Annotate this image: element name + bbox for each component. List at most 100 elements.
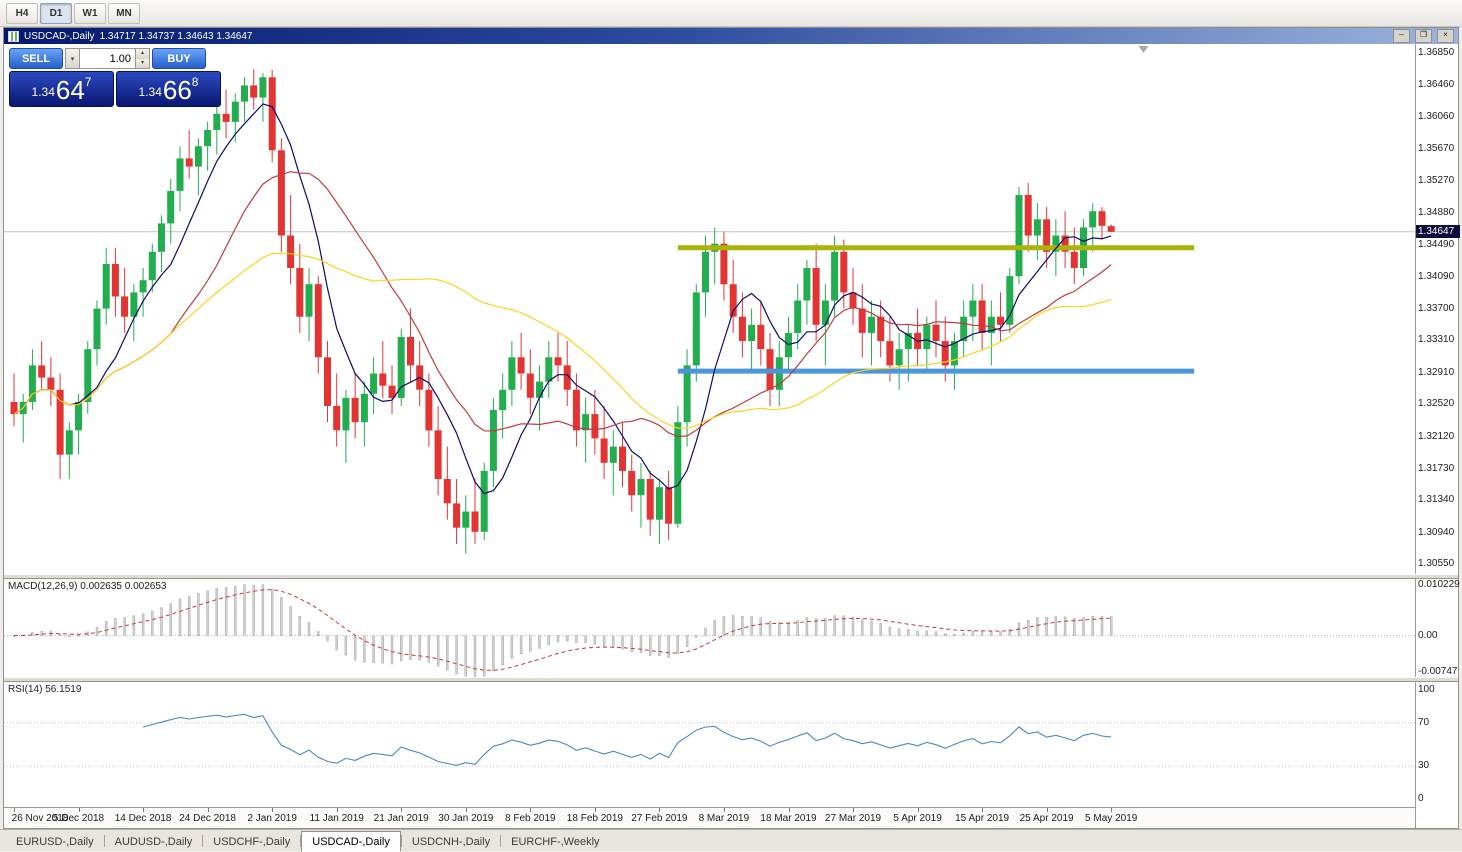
scale-label: 1.30940 (1418, 526, 1455, 538)
time-tick (917, 808, 919, 812)
chart-content: SELL ▾ ▴ ▾ BUY 1.34 64 7 (4, 44, 1460, 828)
rsi-chart[interactable] (4, 682, 1415, 807)
rsi-label: RSI(14) 56.1519 (8, 684, 82, 695)
tab-eurusd-daily[interactable]: EURUSD-,Daily (16, 835, 94, 848)
tab-usdcnh-daily[interactable]: USDCNH-,Daily (411, 835, 491, 848)
time-label: 18 Feb 2019 (566, 813, 623, 824)
tab-divider (300, 835, 302, 847)
chart-tab-bar: EURUSD-,Daily AUDUSD-,Daily USDCHF-,Daily U… (0, 829, 1462, 852)
ma-fast-line (13, 103, 1112, 495)
scale-label: 1.36460 (1418, 78, 1455, 90)
time-tick (336, 808, 338, 812)
time-tick (594, 808, 596, 812)
time-tick (659, 808, 661, 812)
scale-label: 1.33310 (1418, 334, 1455, 346)
time-label: 27 Mar 2019 (824, 813, 882, 824)
scale-label: 1.31340 (1418, 494, 1455, 506)
panel-splitter[interactable] (4, 574, 1458, 579)
time-label: 25 Apr 2019 (1019, 813, 1074, 824)
time-tick (207, 808, 209, 812)
time-label: 30 Jan 2019 (438, 813, 494, 824)
time-tick (723, 808, 725, 812)
tab-eurchf-weekly[interactable]: EURCHF-,Weekly (511, 835, 600, 848)
ma-mid-line (13, 171, 1112, 438)
time-label: 18 Mar 2019 (760, 813, 817, 824)
tab-audusd-daily[interactable]: AUDUSD-,Daily (114, 835, 193, 848)
time-label: 2 Jan 2019 (247, 813, 297, 824)
tab-divider (202, 835, 204, 847)
time-tick (401, 808, 403, 812)
close-button[interactable]: × (1437, 29, 1454, 43)
buy-price-main: 1.34 (138, 85, 162, 99)
price-scale[interactable]: 1.34647 1.36850 1.36460 1.36060 1.35670 1.35… (1415, 44, 1460, 828)
scale-label: 1.32910 (1418, 366, 1455, 378)
timeframe-toolbar: H4 D1 W1 MN (0, 0, 1462, 27)
scale-label: 1.36060 (1418, 111, 1455, 122)
volume-down-icon[interactable]: ▾ (136, 58, 149, 68)
time-tick (272, 808, 274, 812)
scale-label: 1.30550 (1418, 558, 1455, 570)
tab-usdcad-daily[interactable]: USDCAD-,Daily (301, 831, 401, 852)
ma-slow-line (13, 252, 1112, 429)
time-label: 14 Dec 2018 (114, 813, 172, 824)
scale-label: 1.32520 (1418, 398, 1455, 410)
timeframe-button-w1[interactable]: W1 (74, 2, 106, 24)
time-tick (788, 808, 790, 812)
buy-price-big: 66 (162, 75, 192, 105)
buy-price-button[interactable]: 1.34 66 8 (116, 71, 221, 107)
tab-divider (103, 835, 105, 847)
buy-button[interactable]: BUY (152, 48, 206, 69)
scale-label: 1.34090 (1418, 270, 1455, 282)
volume-input[interactable] (80, 48, 136, 69)
chart-title-ohlc: 1.34717 1.34737 1.34643 1.34647 (99, 30, 253, 42)
time-label: 5 May 2019 (1085, 813, 1138, 824)
scale-label: 30 (1418, 760, 1430, 772)
volume-dropdown-icon[interactable]: ▾ (65, 48, 80, 69)
time-label: 21 Jan 2019 (373, 813, 429, 824)
time-label: 5 Dec 2018 (52, 813, 105, 824)
chart-titlebar[interactable]: USDCAD-,Daily 1.34717 1.34737 1.34643 1.… (4, 28, 1458, 44)
restore-button[interactable]: ❐ (1415, 29, 1432, 43)
time-tick (143, 808, 145, 812)
timeframe-button-h4[interactable]: H4 (6, 2, 38, 24)
scale-label: 1.35670 (1418, 142, 1455, 154)
time-tick (530, 808, 532, 812)
one-click-trading-panel: SELL ▾ ▴ ▾ BUY 1.34 64 7 (9, 48, 221, 107)
tab-divider (500, 835, 502, 847)
time-tick (853, 808, 854, 812)
panel-splitter[interactable] (4, 677, 1458, 682)
scale-label: 1.33700 (1418, 302, 1455, 314)
scale-label: 1.31730 (1418, 462, 1455, 474)
time-label: 15 Apr 2019 (955, 813, 1010, 824)
time-axis[interactable]: 26 Nov 2018 5 Dec 2018 14 Dec 2018 24 Dec 2… (4, 807, 1415, 828)
scale-label: 100 (1418, 684, 1435, 695)
tab-divider (400, 835, 402, 847)
chart-window: USDCAD-,Daily 1.34717 1.34737 1.34643 1.… (3, 27, 1460, 829)
macd-panel[interactable]: MACD(12,26,9) 0.002635 0.002653 (4, 579, 1415, 677)
tab-usdchf-daily[interactable]: USDCHF-,Daily (213, 835, 291, 848)
scale-label: 1.36850 (1418, 46, 1455, 58)
volume-up-icon[interactable]: ▴ (136, 49, 149, 59)
timeframe-button-d1[interactable]: D1 (40, 2, 72, 24)
timeframe-buttons: H4 D1 W1 MN (6, 2, 140, 24)
bid-price-tag: 1.34647 (1416, 224, 1460, 238)
scale-label: 0.010229 (1418, 579, 1460, 590)
time-tick (78, 808, 80, 812)
sell-price-button[interactable]: 1.34 64 7 (9, 71, 114, 107)
time-tick (1046, 808, 1048, 812)
sell-button[interactable]: SELL (9, 48, 63, 69)
timeframe-button-mn[interactable]: MN (108, 2, 140, 24)
time-tick (1111, 808, 1113, 812)
rsi-panel[interactable]: RSI(14) 56.1519 (4, 682, 1415, 807)
scale-label: 1.34880 (1418, 206, 1455, 218)
chart-shift-marker-icon[interactable] (1138, 46, 1149, 53)
time-label: 8 Mar 2019 (698, 813, 750, 824)
minimize-button[interactable]: – (1393, 29, 1410, 43)
macd-chart[interactable] (4, 579, 1415, 677)
main-price-panel[interactable]: SELL ▾ ▴ ▾ BUY 1.34 64 7 (4, 44, 1415, 574)
scale-label: 70 (1418, 716, 1430, 728)
time-label: 27 Feb 2019 (631, 813, 688, 824)
time-tick (465, 808, 467, 812)
sell-price-main: 1.34 (31, 85, 55, 99)
candlestick-chart[interactable] (4, 44, 1415, 574)
